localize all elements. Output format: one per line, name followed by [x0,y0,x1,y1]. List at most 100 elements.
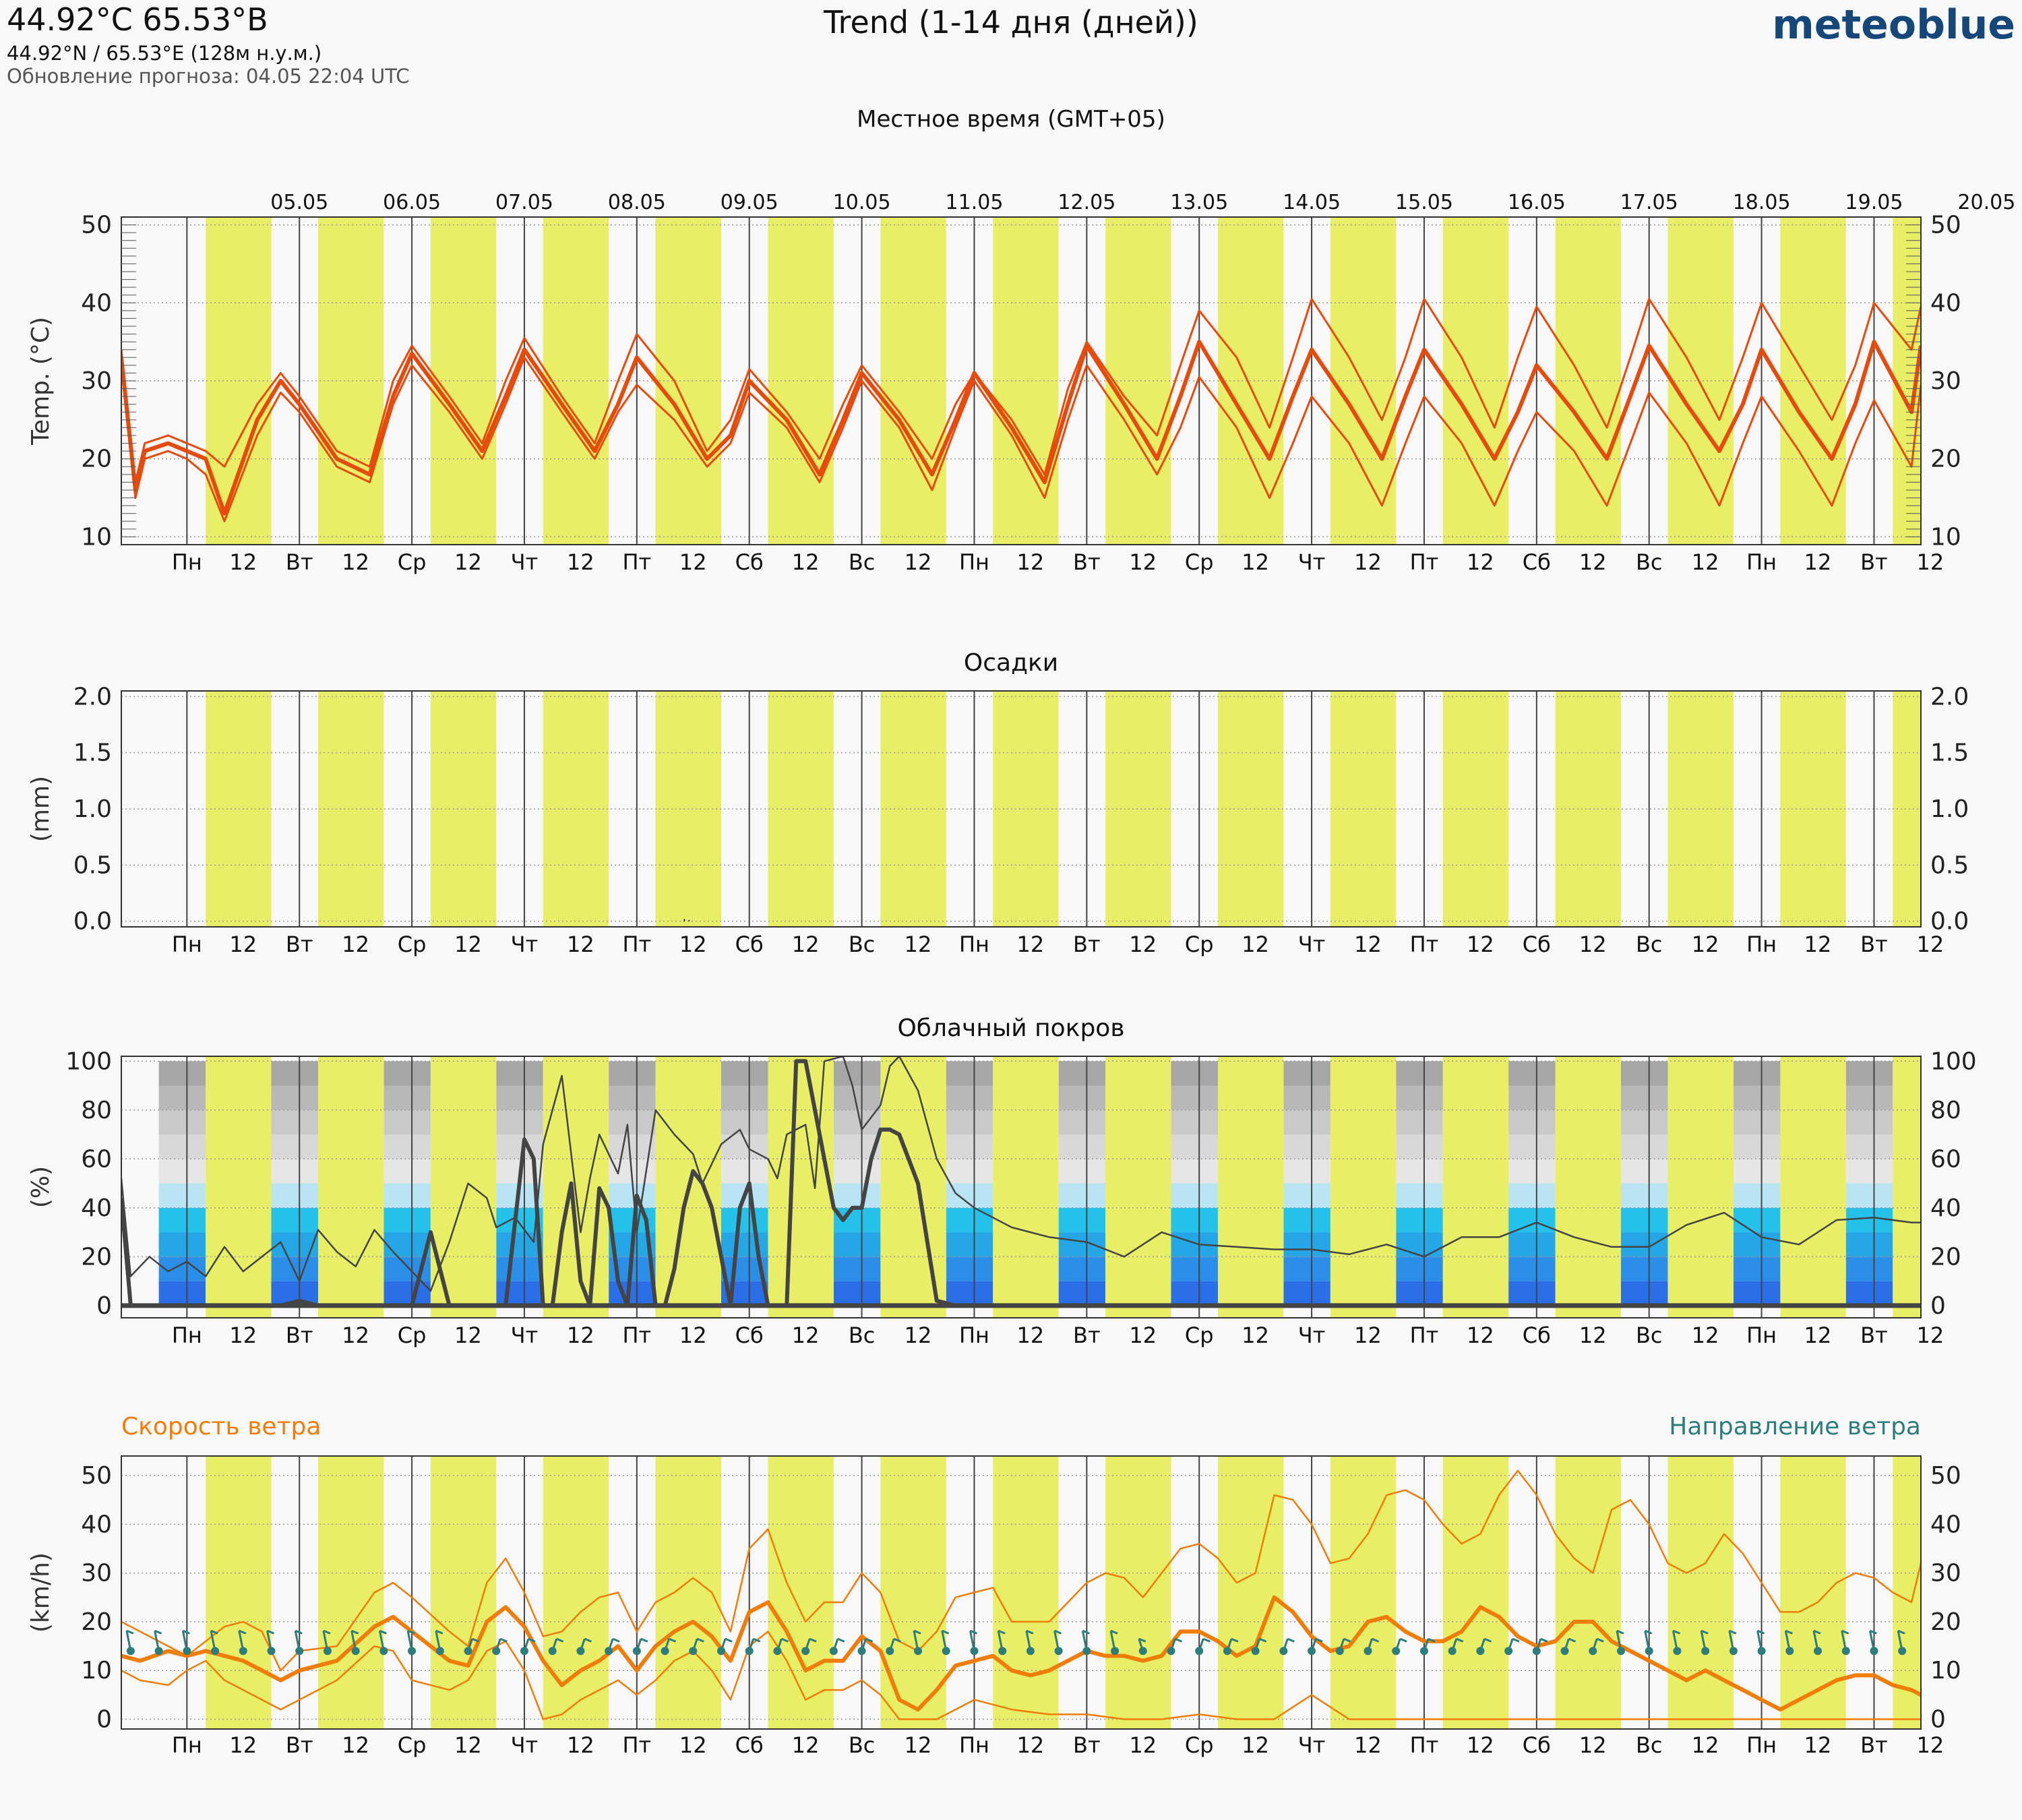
daylight-band [1780,1056,1846,1318]
x-tick-label: Пт [1410,1323,1439,1348]
x-tick-label: Сб [735,1732,764,1758]
high-cloud-band [946,1134,993,1159]
meteoblue-logo[interactable]: meteoblue [1772,1,2015,49]
x-tick-label: 12 [567,1732,594,1758]
low-cloud-band [1283,1183,1330,1208]
low-cloud-band [158,1256,206,1281]
x-tick-label: Вт [286,549,313,575]
precipitation-plot-area [121,691,1921,927]
daylight-band [318,1056,384,1318]
wind-direction-barb [125,1630,132,1651]
wind-direction-barb [1198,1638,1204,1651]
x-tick-label: Сб [735,1323,764,1348]
plot-frame [121,1455,1922,1730]
wind-direction-flag [1512,1637,1520,1643]
y-tick-label-right: 0 [1930,1706,1946,1734]
wind-direction-barb [913,1630,919,1651]
high-cloud-band [1733,1134,1781,1159]
x-tick-label: Пт [622,1323,651,1348]
high-cloud-band [1396,1110,1443,1135]
wind-direction-barb [748,1638,755,1651]
x-tick-label: 12 [454,932,482,957]
wind-direction-barb [1310,1638,1317,1651]
x-tick-label: Пн [1746,1323,1777,1348]
y-tick-label-right: 80 [1930,1097,1961,1124]
wind-direction-barb [238,1630,245,1651]
x-tick-label: 12 [1804,932,1832,957]
high-cloud-band [496,1110,543,1135]
low-cloud-band [1508,1207,1556,1233]
high-cloud-band [384,1085,431,1110]
wind-direction-label: Направление ветра [1669,1413,1921,1440]
low-cloud-band [1733,1232,1781,1257]
wind-direction-flag [669,1637,677,1643]
low-cloud-band [1508,1256,1556,1281]
low-cloud-band [1058,1281,1106,1306]
y-tick-label-left: 80 [81,1097,112,1124]
wind-direction-flag [893,1637,901,1643]
date-label: 14.05 [1283,191,1341,214]
wind-direction-flag [182,1629,190,1635]
y-tick-label-left: 10 [81,1657,112,1685]
wind-direction-flag [942,1629,950,1635]
precipitation-bar [688,920,690,921]
x-tick-label: Чт [511,1732,539,1758]
high-cloud-band [1508,1110,1556,1135]
high-cloud-band [1396,1061,1443,1086]
daylight-band [1105,1056,1171,1318]
x-tick-label: Вт [286,932,313,957]
wind-direction-barb [266,1630,272,1651]
wind-direction-flag [1399,1637,1407,1643]
page-title: Trend (1-14 дня (дней)) [824,4,1198,40]
wind-direction-flag [1813,1629,1821,1635]
low-cloud-band [158,1232,206,1257]
y-tick-label-left: 20 [81,1243,112,1271]
y-tick-label-right: 10 [1930,523,1961,551]
high-cloud-band [158,1159,206,1184]
x-tick-label: 12 [1129,549,1157,575]
y-tick-label-right: 0 [1930,1292,1946,1320]
low-cloud-band [1733,1207,1781,1233]
wind-direction-flag [210,1629,218,1635]
wind-direction-barb [1138,1638,1144,1651]
precipitation-y-axis-label: (mm) [27,776,55,842]
x-tick-label: 12 [1692,932,1719,957]
date-label: 09.05 [721,191,778,214]
wind-speed-mean-line [121,1595,1921,1712]
x-tick-label: Ср [398,1732,427,1758]
low-cloud-band [1845,1183,1893,1208]
wind-direction-flag [1026,1629,1034,1635]
low-cloud-band [1508,1281,1556,1306]
wind-direction-barb [1841,1630,1847,1651]
cloud_cover-y-axis-label: (%) [27,1166,55,1208]
x-tick-label: Ср [1185,1323,1214,1348]
cloud_cover-plot-area [121,1056,1921,1318]
x-tick-label: Вс [1636,932,1663,957]
x-tick-label: 12 [1017,1732,1045,1758]
wind-direction-barb [1254,1638,1261,1651]
wind-direction-flag [1757,1629,1765,1635]
x-tick-label: 12 [1242,932,1269,957]
high-cloud-band [384,1159,431,1184]
y-tick-label-right: 0.5 [1930,851,1969,879]
x-tick-label: 12 [342,1732,369,1758]
x-tick-label: 12 [1692,1732,1719,1758]
high-cloud-band [1171,1134,1219,1159]
low-cloud-band [1058,1207,1106,1233]
low-cloud-band [1621,1183,1668,1208]
daylight-band [1330,1056,1397,1318]
high-cloud-band [271,1085,319,1110]
x-tick-label: 12 [1242,1732,1269,1758]
y-tick-label-left: 1.5 [73,739,112,767]
x-tick-label: 12 [1467,1732,1494,1758]
wind-direction-barb [941,1630,948,1651]
x-tick-label: Чт [1298,1732,1326,1758]
daylight-band [880,1056,946,1318]
x-tick-label: 12 [1917,932,1944,957]
high-cloud-band [1058,1134,1106,1159]
wind-direction-flag [1869,1629,1878,1635]
wind-direction-barb [969,1630,975,1651]
wind-direction-flag [379,1629,387,1635]
date-label: 19.05 [1845,191,1903,214]
low-cloud-band [496,1281,543,1306]
